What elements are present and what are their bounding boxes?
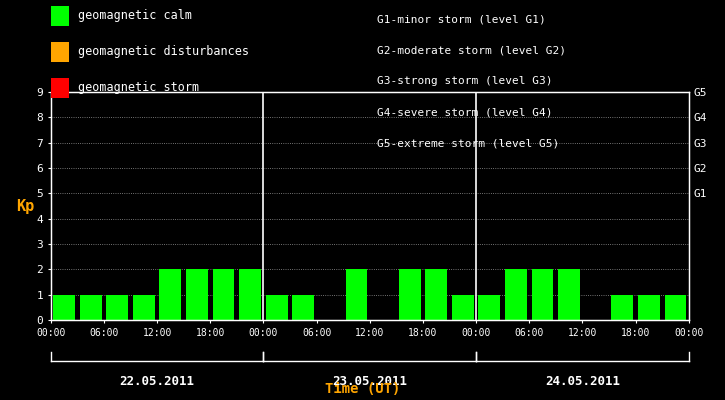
Bar [426,269,447,320]
Bar [558,269,580,320]
Bar [346,269,368,320]
Bar [160,269,181,320]
Text: G4-severe storm (level G4): G4-severe storm (level G4) [377,108,552,118]
Bar [239,269,261,320]
Text: G2-moderate storm (level G2): G2-moderate storm (level G2) [377,45,566,55]
Text: G5-extreme storm (level G5): G5-extreme storm (level G5) [377,139,559,149]
Bar [80,295,102,320]
Y-axis label: Kp: Kp [16,198,34,214]
Bar [107,295,128,320]
Bar [611,295,633,320]
Text: G3-strong storm (level G3): G3-strong storm (level G3) [377,76,552,86]
Bar [133,295,154,320]
Bar [505,269,527,320]
Bar [531,269,553,320]
Text: geomagnetic storm: geomagnetic storm [78,82,199,94]
Text: 23.05.2011: 23.05.2011 [332,375,407,388]
Bar [292,295,314,320]
Text: G1-minor storm (level G1): G1-minor storm (level G1) [377,14,546,24]
Bar [478,295,500,320]
Bar [53,295,75,320]
Bar [212,269,234,320]
Text: 22.05.2011: 22.05.2011 [120,375,194,388]
Bar [186,269,208,320]
Text: Time (UT): Time (UT) [325,382,400,396]
Bar [452,295,473,320]
Bar [266,295,288,320]
Bar [399,269,420,320]
Text: 24.05.2011: 24.05.2011 [545,375,620,388]
Text: geomagnetic calm: geomagnetic calm [78,10,191,22]
Text: geomagnetic disturbances: geomagnetic disturbances [78,46,249,58]
Bar [638,295,660,320]
Bar [665,295,687,320]
